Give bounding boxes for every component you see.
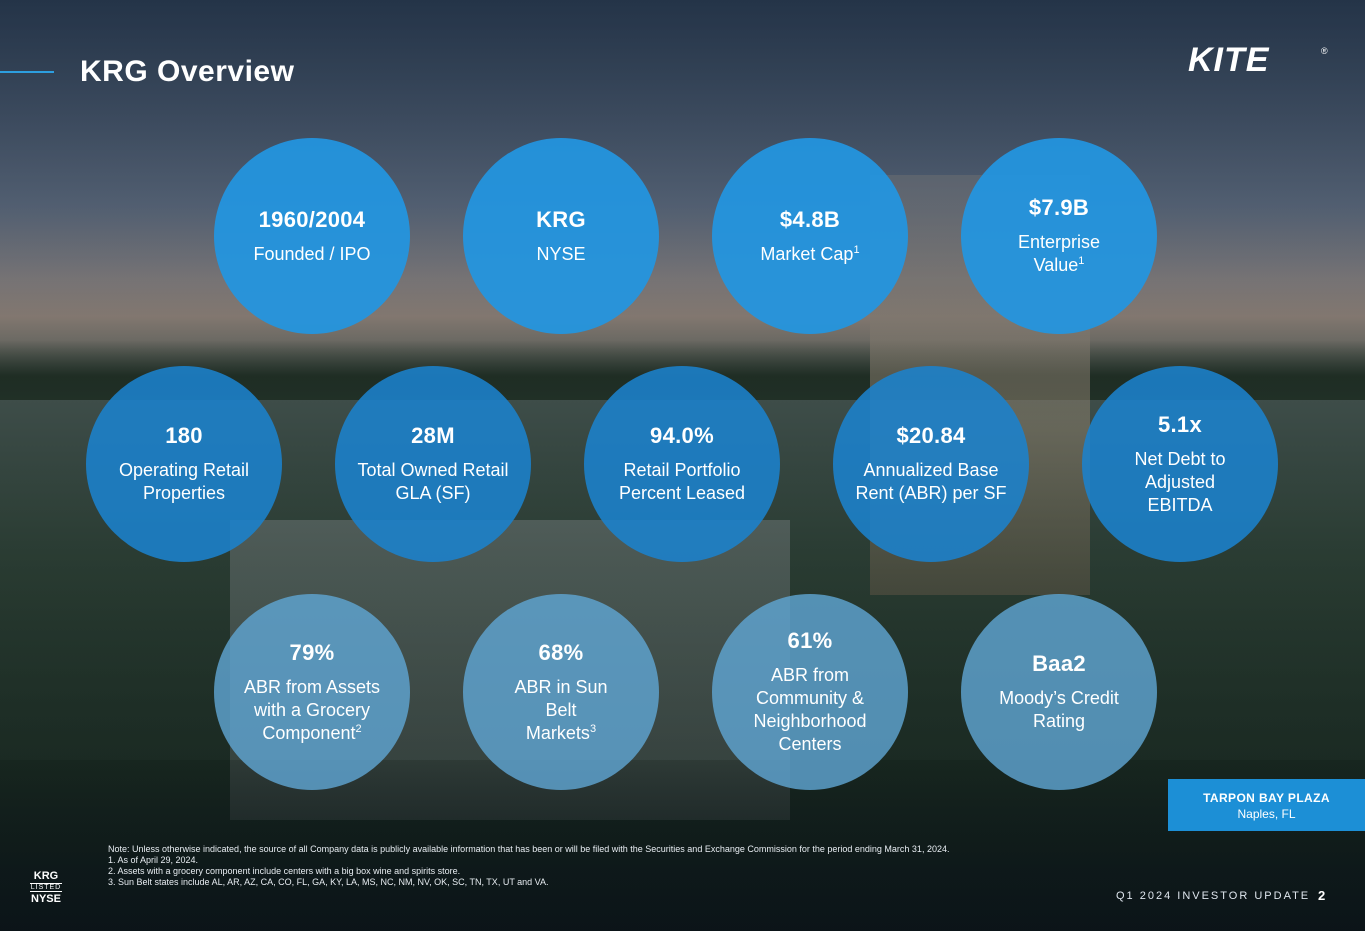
stat-label: Founded / IPO [253, 243, 371, 264]
property-name: TARPON BAY PLAZA [1203, 791, 1330, 805]
badge-ticker: KRG [33, 870, 59, 882]
stat-label: ABR from Assets with a Grocery Component… [243, 676, 381, 743]
stat-sun-belt-abr: 68% ABR in Sun Belt Markets3 [463, 594, 659, 790]
footnote-ref: 1 [1078, 255, 1085, 267]
footnotes: Note: Unless otherwise indicated, the so… [108, 844, 1048, 888]
stat-label: NYSE [536, 243, 586, 264]
nyse-listed-badge: KRG LISTED NYSE [26, 870, 66, 905]
stat-retail-gla: 28M Total Owned Retail GLA (SF) [335, 366, 531, 562]
stat-value: Baa2 [1032, 651, 1086, 676]
stat-market-cap: $4.8B Market Cap1 [712, 138, 908, 334]
logo-wordmark: KITE [1188, 41, 1270, 79]
stat-value: $4.8B [779, 206, 841, 232]
badge-listed: LISTED [30, 883, 62, 892]
stat-label: ABR in Sun Belt Markets3 [514, 676, 608, 743]
stat-founded-ipo: 1960/2004 Founded / IPO [214, 138, 410, 334]
stat-percent-leased: 94.0% Retail Portfolio Percent Leased [584, 366, 780, 562]
stat-label: Operating Retail Properties [118, 460, 250, 503]
photo-caption: TARPON BAY PLAZA Naples, FL [1168, 779, 1365, 831]
stat-net-debt-ebitda: 5.1x Net Debt to Adjusted EBITDA [1082, 366, 1278, 562]
stat-label: Net Debt to Adjusted EBITDA [1134, 448, 1226, 515]
stat-value: $20.84 [896, 423, 966, 448]
footnote-2: 2. Assets with a grocery component inclu… [108, 866, 461, 876]
footnote-ref: 1 [853, 243, 860, 256]
footnote-3: 3. Sun Belt states include AL, AR, AZ, C… [108, 877, 549, 887]
stat-label: Enterprise Value1 [1017, 232, 1101, 275]
footnote-ref: 2 [355, 722, 362, 735]
stat-value: $7.9B [1028, 195, 1090, 220]
stat-value: 1960/2004 [258, 206, 366, 232]
stat-value: KRG [536, 206, 586, 232]
stat-credit-rating: Baa2 Moody’s Credit Rating [961, 594, 1157, 790]
page-title: KRG Overview [80, 55, 295, 88]
registered-mark: ® [1321, 46, 1328, 56]
stat-value: 79% [289, 639, 335, 665]
stat-enterprise-value: $7.9B Enterprise Value1 [961, 138, 1157, 334]
stat-label: Market Cap1 [760, 243, 860, 264]
bottom-shade [0, 760, 1365, 931]
kite-logo: KITE ® [1188, 40, 1332, 80]
stat-value: 180 [165, 423, 203, 448]
stat-abr-per-sf: $20.84 Annualized Base Rent (ABR) per SF [833, 366, 1029, 562]
stat-value: 61% [787, 628, 833, 653]
footer-text: Q1 2024 INVESTOR UPDATE [1116, 890, 1311, 902]
stat-value: 94.0% [650, 423, 714, 448]
stat-value: 68% [538, 639, 584, 665]
footnote-ref: 3 [589, 722, 597, 735]
stat-community-centers-abr: 61% ABR from Community & Neighborhood Ce… [712, 594, 908, 790]
stat-operating-properties: 180 Operating Retail Properties [86, 366, 282, 562]
stat-label: Annualized Base Rent (ABR) per SF [855, 460, 1007, 503]
title-rule [0, 71, 54, 73]
page-number: 2 [1318, 888, 1326, 903]
footnote-1: 1. As of April 29, 2024. [108, 855, 199, 865]
stat-label: Total Owned Retail GLA (SF) [357, 460, 509, 503]
stat-label: Retail Portfolio Percent Leased [618, 460, 746, 503]
stat-label: Moody’s Credit Rating [999, 688, 1119, 731]
note-main: Note: Unless otherwise indicated, the so… [108, 844, 950, 854]
stat-value: 5.1x [1157, 411, 1203, 437]
stat-label: ABR from Community & Neighborhood Center… [753, 665, 867, 754]
property-location: Naples, FL [1237, 807, 1296, 821]
badge-exchange: NYSE [31, 893, 61, 905]
stat-grocery-abr: 79% ABR from Assets with a Grocery Compo… [214, 594, 410, 790]
stat-ticker: KRG NYSE [463, 138, 659, 334]
stat-value: 28M [411, 423, 455, 448]
